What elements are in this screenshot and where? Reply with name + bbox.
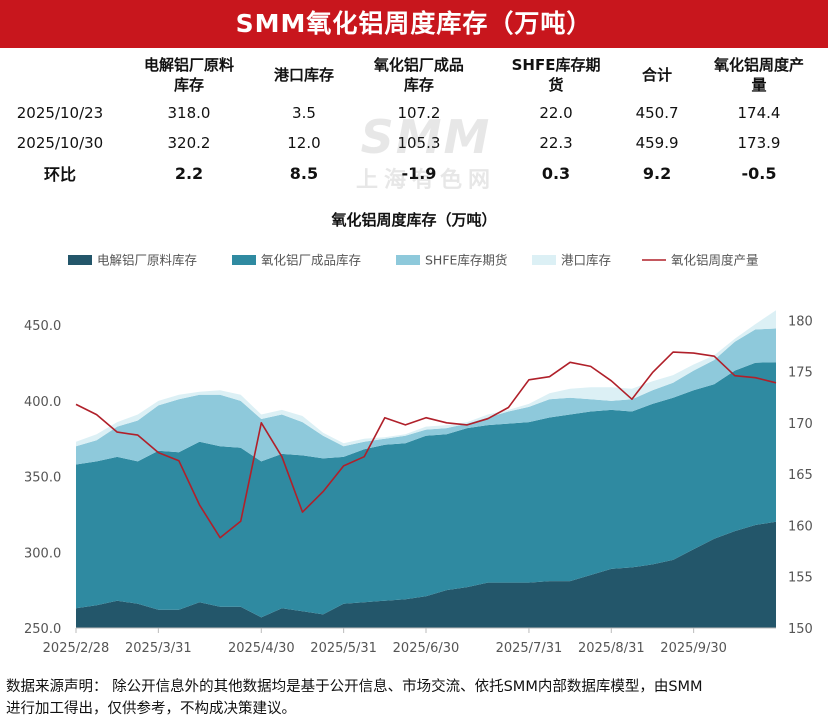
- column-header-line: 港口库存: [273, 66, 334, 84]
- data-source-note: 数据来源声明： 除公开信息外的其他数据均是基于公开信息、市场交流、依托SMM内部…: [6, 676, 822, 720]
- chart-axes: 250.0 300.0 350.0 400.0 450.0 150 155 160 165 170…: [24, 314, 813, 656]
- table-cell: 318.0: [167, 104, 211, 122]
- legend-label: 氧化铝厂成品库存: [261, 253, 361, 268]
- legend-swatch: [232, 255, 256, 265]
- table-row: 2025/10/23 318.0 3.5 107.2 22.0 450.7 174.4: [0, 98, 828, 128]
- table-cell: 107.2: [397, 104, 441, 122]
- table-cell: 22.0: [539, 104, 573, 122]
- y-right-tick-label: 175: [788, 366, 813, 381]
- y-left-tick-label: 300.0: [24, 546, 61, 561]
- column-header-5: 合计: [624, 52, 690, 98]
- table-cell: 459.9: [635, 134, 679, 152]
- table-cell: 9.2: [642, 163, 672, 183]
- plot-area: [75, 310, 777, 628]
- column-header-line: 量: [751, 76, 767, 94]
- legend-swatch: [68, 255, 92, 265]
- column-header-line: 氧化铝周度产: [713, 56, 804, 74]
- column-header-line: 库存: [403, 76, 434, 94]
- table-cell: 8.5: [289, 163, 319, 183]
- y-left-tick-label: 400.0: [24, 395, 61, 410]
- x-tick-label: 2025/8/31: [578, 641, 645, 656]
- table-cell: 105.3: [397, 134, 441, 152]
- area-series-0: [76, 521, 776, 628]
- table-cell: 0.3: [541, 163, 571, 183]
- column-header-0: [0, 52, 120, 98]
- table-cell: 450.7: [635, 104, 679, 122]
- column-header-line: 电解铝厂原料: [143, 56, 234, 74]
- x-tick-label: 2025/4/30: [228, 641, 295, 656]
- source-note-line-1: 数据来源声明： 除公开信息外的其他数据均是基于公开信息、市场交流、依托SMM内部…: [6, 679, 703, 695]
- area-series-2: [76, 328, 776, 465]
- legend-label: SHFE库存期货: [425, 253, 507, 268]
- column-header-3: 氧化铝厂成品 库存: [350, 52, 488, 98]
- column-header-6: 氧化铝周度产量: [690, 52, 828, 98]
- area-series-1: [76, 362, 776, 618]
- y-left-tick-label: 250.0: [24, 622, 61, 637]
- table-row: 环比 2.2 8.5 -1.9 0.3 9.2 -0.5: [0, 158, 828, 188]
- y-right-tick-label: 170: [788, 417, 813, 432]
- table-cell: 22.3: [539, 134, 573, 152]
- column-header-2: 港口库存: [258, 52, 350, 98]
- table-cell: 2025/10/23: [16, 104, 104, 122]
- table-row: 2025/10/30 320.2 12.0 105.3 22.3 459.9 173.9: [0, 128, 828, 158]
- table-cell: 环比: [43, 165, 76, 184]
- y-left-tick-label: 450.0: [24, 319, 61, 334]
- table-cell: 320.2: [167, 134, 211, 152]
- x-tick-label: 2025/7/31: [496, 641, 563, 656]
- table-cell: -0.5: [741, 163, 777, 183]
- summary-body: 2025/10/23 318.0 3.5 107.2 22.0 450.7 174.4 202…: [0, 98, 828, 188]
- x-tick-label: 2025/2/28: [43, 641, 110, 656]
- x-tick-label: 2025/5/31: [310, 641, 377, 656]
- legend-label: 氧化铝周度产量: [671, 253, 759, 268]
- y-right-tick-label: 165: [788, 468, 813, 483]
- table-cell: 3.5: [292, 104, 316, 122]
- y-right-tick-label: 160: [788, 519, 813, 534]
- table-cell: 174.4: [737, 104, 781, 122]
- table-cell: 173.9: [737, 134, 781, 152]
- column-header-line: SHFE库存期: [511, 56, 601, 74]
- chart-legend: 电解铝厂原料库存 氧化铝厂成品库存 SHFE库存期货 港口库存 氧化铝周度产量: [68, 253, 759, 268]
- legend-label: 港口库存: [561, 253, 611, 268]
- banner-title: SMM氧化铝周度库存（万吨）: [0, 0, 828, 48]
- source-note-line-2: 进行加工得出，仅供参考，不构成决策建议。: [6, 701, 296, 717]
- y-left-tick-label: 350.0: [24, 471, 61, 486]
- inventory-chart: 氧化铝周度库存（万吨） 电解铝厂原料库存 氧化铝厂成品库存 SHFE库存期货 港口库存…: [24, 211, 813, 656]
- table-cell: 2.2: [174, 163, 204, 183]
- column-header-line: 氧化铝厂成品: [373, 56, 464, 74]
- column-header-line: 库存: [173, 76, 204, 94]
- production-line: [75, 351, 777, 539]
- column-header-4: SHFE库存期货: [488, 52, 624, 98]
- x-tick-label: 2025/6/30: [393, 641, 460, 656]
- table-cell: 2025/10/30: [16, 134, 104, 152]
- x-tick-label: 2025/3/31: [125, 641, 192, 656]
- y-right-tick-label: 155: [788, 571, 813, 586]
- summary-table: 电解铝厂原料 库存 港口库存 氧化铝厂成品 库存 SHFE库存期货合计 氧化铝周度产量 20…: [0, 52, 828, 188]
- y-right-tick-label: 150: [788, 622, 813, 637]
- x-tick-label: 2025/9/30: [660, 641, 727, 656]
- column-header-line: 货: [548, 76, 564, 94]
- table-cell: -1.9: [401, 163, 437, 183]
- chart-title: 氧化铝周度库存（万吨）: [330, 211, 496, 229]
- legend-label: 电解铝厂原料库存: [97, 253, 197, 268]
- y-right-tick-label: 180: [788, 314, 813, 329]
- column-header-line: 合计: [642, 66, 673, 84]
- table-cell: 12.0: [287, 134, 321, 152]
- legend-swatch: [532, 255, 556, 265]
- legend-swatch: [396, 255, 420, 265]
- column-header-1: 电解铝厂原料 库存: [120, 52, 258, 98]
- summary-header-row: 电解铝厂原料 库存 港口库存 氧化铝厂成品 库存 SHFE库存期货合计 氧化铝周度产量: [0, 52, 828, 98]
